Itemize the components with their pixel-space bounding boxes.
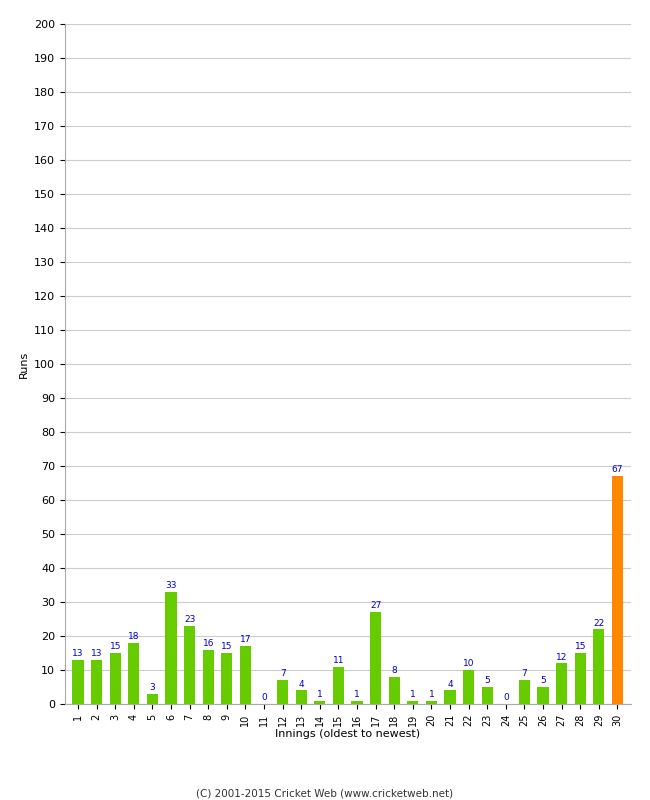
Text: 17: 17: [240, 635, 251, 645]
Bar: [593, 629, 604, 704]
Text: 1: 1: [317, 690, 322, 699]
Bar: [240, 646, 251, 704]
Text: 23: 23: [184, 615, 195, 624]
Bar: [612, 476, 623, 704]
Text: 15: 15: [221, 642, 233, 651]
Bar: [277, 680, 288, 704]
Bar: [352, 701, 363, 704]
Bar: [296, 690, 307, 704]
Text: 4: 4: [298, 680, 304, 689]
Text: 7: 7: [521, 670, 527, 678]
Text: 10: 10: [463, 659, 474, 668]
Text: 18: 18: [128, 632, 140, 641]
Text: 7: 7: [280, 670, 285, 678]
Bar: [110, 653, 121, 704]
Bar: [370, 612, 382, 704]
Bar: [445, 690, 456, 704]
Text: 1: 1: [354, 690, 360, 699]
Text: 13: 13: [72, 649, 84, 658]
Text: 12: 12: [556, 653, 567, 662]
Y-axis label: Runs: Runs: [19, 350, 29, 378]
Bar: [408, 701, 419, 704]
Bar: [556, 663, 567, 704]
Text: 3: 3: [150, 683, 155, 692]
Text: 11: 11: [333, 656, 344, 665]
Bar: [463, 670, 474, 704]
Bar: [519, 680, 530, 704]
Text: 1: 1: [410, 690, 416, 699]
Text: 1: 1: [428, 690, 434, 699]
Bar: [166, 592, 177, 704]
Text: 67: 67: [612, 466, 623, 474]
Bar: [482, 687, 493, 704]
Text: 0: 0: [261, 694, 267, 702]
Bar: [314, 701, 326, 704]
Text: (C) 2001-2015 Cricket Web (www.cricketweb.net): (C) 2001-2015 Cricket Web (www.cricketwe…: [196, 788, 454, 798]
Bar: [538, 687, 549, 704]
Text: 33: 33: [165, 581, 177, 590]
Text: 13: 13: [91, 649, 102, 658]
Bar: [389, 677, 400, 704]
Bar: [91, 660, 102, 704]
Text: 5: 5: [540, 676, 546, 686]
Bar: [184, 626, 195, 704]
Bar: [147, 694, 158, 704]
Text: 27: 27: [370, 602, 382, 610]
Text: 4: 4: [447, 680, 453, 689]
Bar: [426, 701, 437, 704]
Bar: [333, 666, 344, 704]
Text: 5: 5: [484, 676, 490, 686]
Text: 8: 8: [391, 666, 397, 675]
Bar: [575, 653, 586, 704]
Bar: [203, 650, 214, 704]
Bar: [128, 643, 139, 704]
Text: 15: 15: [109, 642, 121, 651]
X-axis label: Innings (oldest to newest): Innings (oldest to newest): [275, 729, 421, 739]
Text: 0: 0: [503, 694, 509, 702]
Text: 15: 15: [575, 642, 586, 651]
Text: 22: 22: [593, 618, 604, 627]
Text: 16: 16: [203, 639, 214, 648]
Bar: [72, 660, 84, 704]
Bar: [221, 653, 233, 704]
